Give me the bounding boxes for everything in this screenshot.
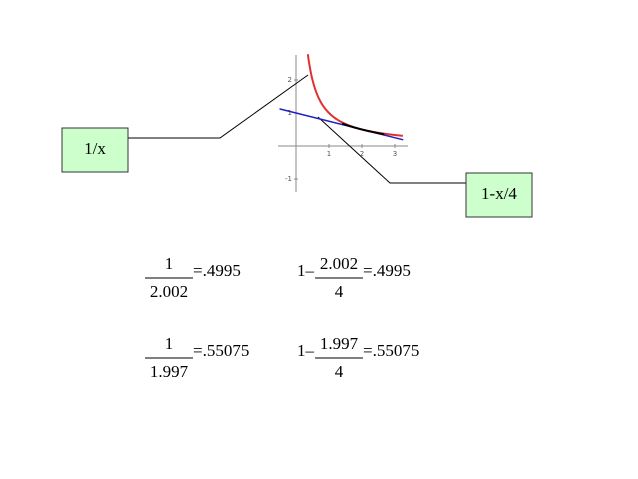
y-tick-label: -1 [285, 175, 292, 183]
numerator: 1.997 [320, 334, 359, 353]
y-tick-label: 1 [288, 109, 292, 117]
equation-result: =.4995 [363, 261, 411, 280]
x-tick-label: 3 [393, 150, 397, 158]
equation-prefix: 1– [297, 261, 315, 280]
numerator: 1 [165, 254, 174, 273]
numerator: 1 [165, 334, 174, 353]
callout-line [317, 116, 466, 184]
equation-result: =.4995 [193, 261, 241, 280]
graph-area [183, 48, 411, 196]
label-box [61, 127, 129, 173]
x-tick-label: 2 [360, 150, 364, 158]
callout-line [128, 74, 309, 139]
tangent-contact [341, 122, 385, 136]
denominator: 4 [335, 282, 344, 301]
denominator: 4 [335, 362, 344, 381]
x-tick-label: 1 [327, 150, 331, 158]
equation-prefix: 1– [297, 341, 315, 360]
denominator: 2.002 [150, 282, 188, 301]
equation-result: =.55075 [363, 341, 419, 360]
label-box [465, 172, 533, 218]
label: 1-x/4 [481, 184, 517, 203]
equation-result: =.55075 [193, 341, 249, 360]
numerator: 2.002 [320, 254, 358, 273]
denominator: 1.997 [150, 362, 189, 381]
label: 1/x [84, 139, 106, 158]
y-tick-label: 2 [288, 76, 292, 84]
